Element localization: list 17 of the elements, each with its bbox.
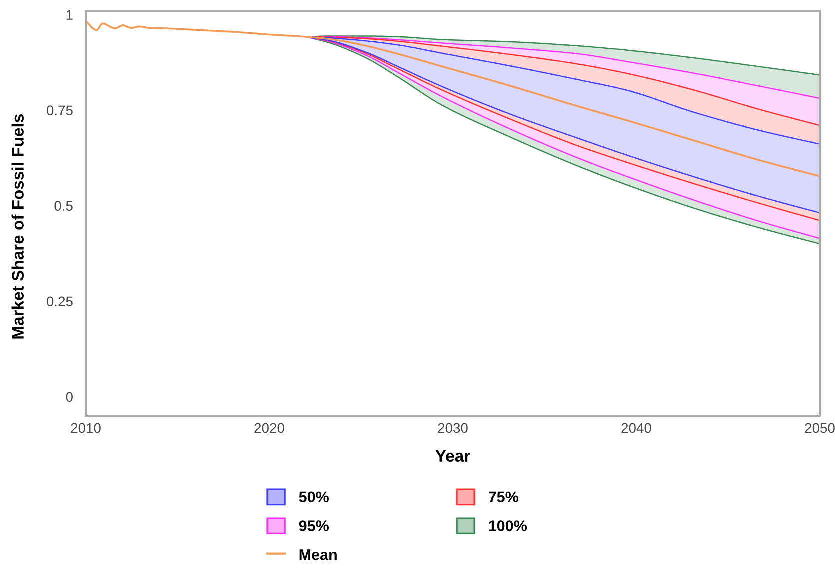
x-tick-label: 2020 — [254, 423, 284, 434]
x-tick-label: 2030 — [438, 423, 468, 434]
y-axis-title: Market Share of Fossil Fuels — [12, 114, 24, 339]
y-tick-label: 0.75 — [47, 106, 73, 116]
y-tick-label: 1 — [66, 10, 73, 20]
y-tick-label: 0.25 — [47, 296, 73, 307]
y-tick-label: 0 — [66, 392, 73, 402]
x-axis-title: Year — [436, 450, 470, 462]
legend-label: 50% — [299, 492, 329, 503]
x-tick-label: 2050 — [805, 423, 835, 434]
legend-label: Mean — [300, 550, 337, 560]
legend-label: 100% — [489, 520, 528, 532]
y-tick-label: 0.5 — [54, 201, 73, 212]
legend-label: 95% — [299, 520, 329, 532]
x-tick-label: 2040 — [622, 423, 652, 434]
legend-label: 75% — [489, 492, 519, 503]
x-tick-label: 2010 — [71, 423, 101, 434]
